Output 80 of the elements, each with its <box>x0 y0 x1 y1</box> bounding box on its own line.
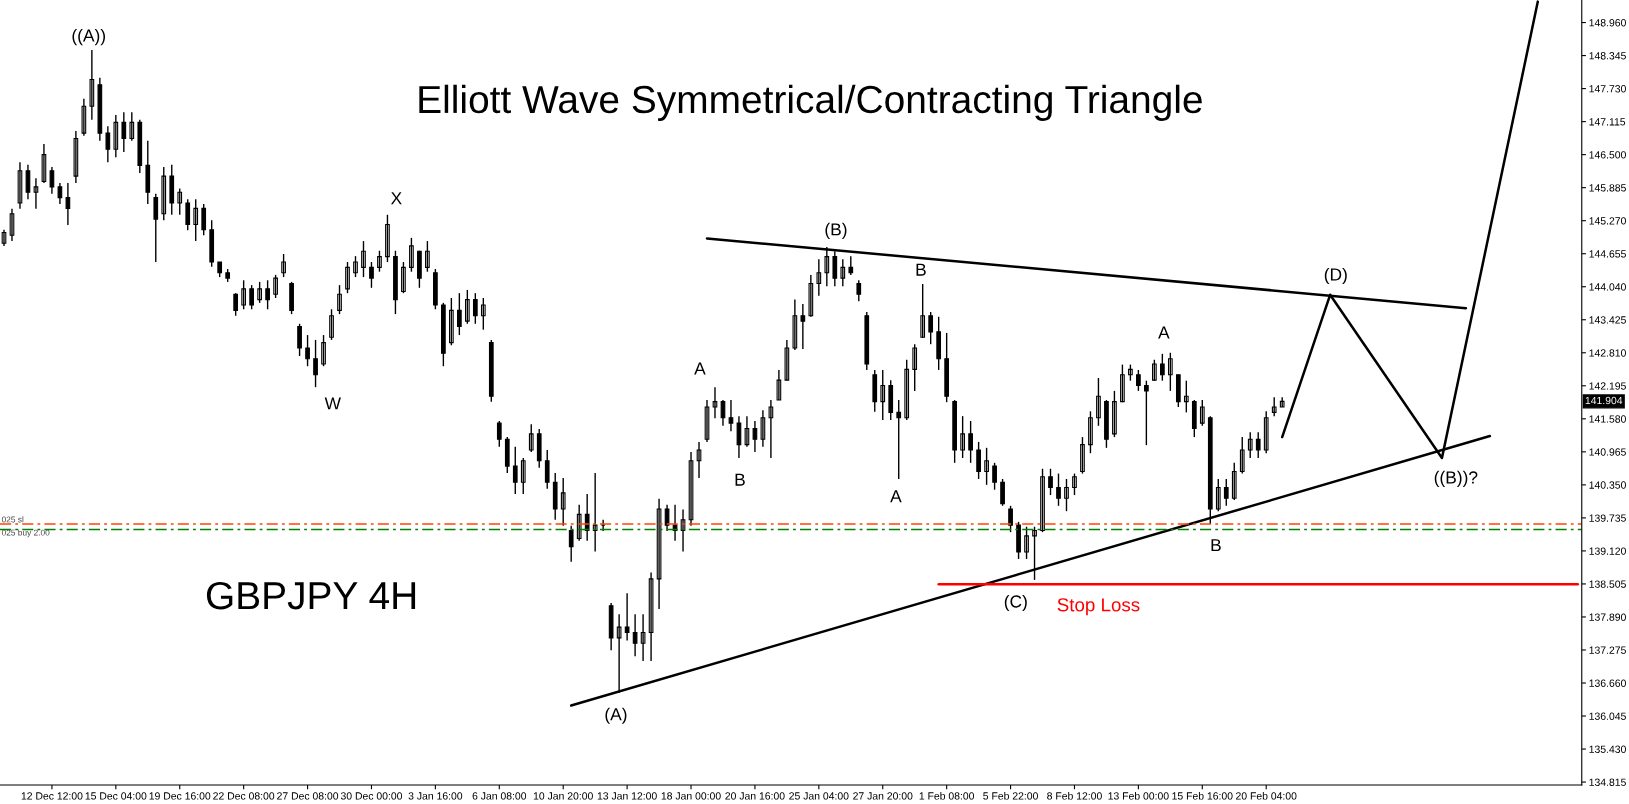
x-tick-label: 27 Jan 20:00 <box>853 792 913 800</box>
annotation: (B) <box>825 222 847 239</box>
ref-line-label: 025 buy 2.00 <box>1 529 50 538</box>
candlestick <box>968 420 973 464</box>
x-tick-label: 19 Dec 16:00 <box>149 792 211 800</box>
candlestick <box>496 420 502 448</box>
annotation: (C) <box>1004 594 1027 612</box>
x-tick-label: 15 Feb 16:00 <box>1172 791 1233 800</box>
x-tick-label: 20 Jan 16:00 <box>725 792 785 800</box>
annotation: ((B))? <box>1434 470 1478 488</box>
annotation: B <box>735 473 745 486</box>
y-tick-label: 141.580 <box>1589 415 1626 423</box>
x-tick-label: 10 Jan 20:00 <box>533 792 593 800</box>
candlestick <box>512 446 518 495</box>
annotation: A <box>890 490 902 503</box>
x-tick-label: 12 Dec 12:00 <box>21 792 83 800</box>
x-tick-label: 6 Jan 08:00 <box>472 792 527 800</box>
x-tick-label: 18 Jan 00:00 <box>661 792 721 800</box>
annotation: ((A)) <box>72 28 106 46</box>
annotation: A <box>1158 326 1170 339</box>
y-tick-label: 140.350 <box>1589 481 1626 489</box>
text: Elliott Wave Symmetrical/Contracting Triangle <box>419 84 1202 121</box>
annotation: W <box>324 397 341 410</box>
x-tick-label: 27 Dec 08:00 <box>277 792 339 800</box>
y-tick-label: 142.810 <box>1589 349 1626 357</box>
y-tick-label: 136.660 <box>1589 679 1626 687</box>
annotation: (D) <box>1324 267 1347 285</box>
candlestick <box>560 477 566 527</box>
candlestick <box>1199 399 1205 427</box>
y-tick-label: 143.425 <box>1589 316 1626 324</box>
x-tick-label: 22 Dec 08:00 <box>213 792 275 800</box>
candlestick <box>1024 526 1029 560</box>
candlestick <box>1144 380 1149 446</box>
x-tick-label: 30 Dec 00:00 <box>340 792 403 800</box>
x-tick-label: 13 Feb 00:00 <box>1108 791 1169 800</box>
candlestick <box>528 423 534 453</box>
y-tick-label: 146.500 <box>1589 151 1626 159</box>
y-tick-label: 147.115 <box>1589 118 1626 126</box>
y-tick-label: 140.965 <box>1589 448 1626 456</box>
ref-line-label: 025 sl <box>1 516 24 523</box>
y-tick-label: 144.040 <box>1589 283 1626 291</box>
y-tick-label: 145.270 <box>1589 217 1626 225</box>
y-tick-label: 138.505 <box>1589 580 1626 588</box>
candlestick <box>960 415 965 459</box>
y-tick-label: 136.045 <box>1589 712 1626 720</box>
y-tick-label: 147.730 <box>1589 85 1626 93</box>
series-label: Stop Loss <box>1057 598 1140 616</box>
candlestick <box>1032 526 1037 581</box>
y-tick-label: 148.345 <box>1589 52 1626 60</box>
y-tick-label: 142.195 <box>1589 382 1626 390</box>
y-tick-label: 148.960 <box>1589 19 1626 27</box>
x-tick-label: 5 Feb 22:00 <box>983 791 1038 800</box>
y-tick-label: 139.735 <box>1589 514 1626 522</box>
annotation: B <box>1211 539 1221 552</box>
x-tick-label: 8 Feb 12:00 <box>1047 791 1102 800</box>
x-tick-label: 25 Jan 04:00 <box>789 792 849 800</box>
annotation: (A) <box>605 707 627 724</box>
annotation: 141.904 <box>1585 396 1623 405</box>
y-tick-label: 134.815 <box>1589 778 1626 786</box>
candlestick <box>1271 396 1277 417</box>
annotation: A <box>694 362 706 375</box>
x-tick-label: 1 Feb 08:00 <box>919 791 975 800</box>
y-tick-label: 139.120 <box>1589 547 1626 555</box>
y-tick-label: 145.885 <box>1589 184 1626 192</box>
candlestick <box>273 274 278 299</box>
x-tick-label: 3 Jan 16:00 <box>408 792 463 800</box>
y-tick-label: 137.890 <box>1589 613 1626 621</box>
annotation: GBPJPY 4H <box>206 581 416 610</box>
y-tick-label: 137.275 <box>1589 646 1626 654</box>
candlestick <box>241 279 247 310</box>
y-tick-label: 135.430 <box>1589 745 1626 753</box>
x-tick-label: 13 Jan 12:00 <box>597 792 657 800</box>
candlestick <box>249 284 254 310</box>
annotation: X <box>390 192 402 205</box>
candlestick <box>1152 359 1157 382</box>
y-tick-label: 144.655 <box>1589 250 1626 258</box>
x-tick-label: 20 Feb 04:00 <box>1236 791 1297 800</box>
annotation: B <box>916 263 926 276</box>
candlestick <box>992 462 997 491</box>
x-tick-label: 15 Dec 04:00 <box>85 792 147 800</box>
